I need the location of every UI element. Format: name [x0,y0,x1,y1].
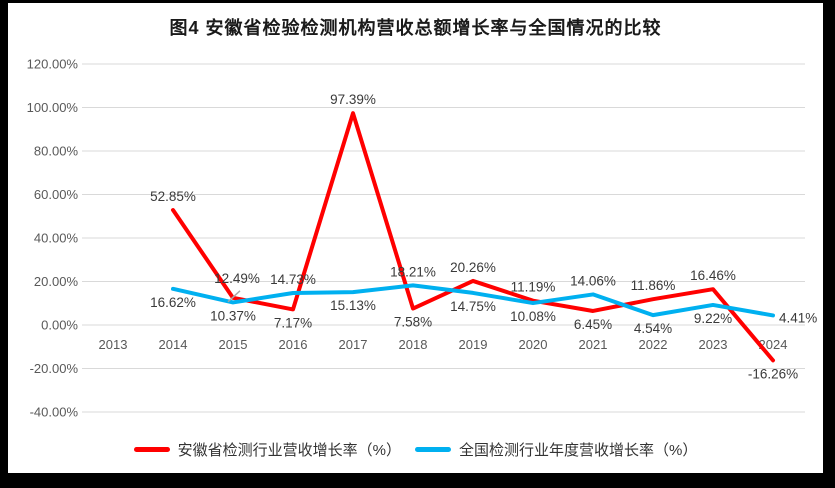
data-label-anhui-2021: 6.45% [574,317,612,332]
x-tick-2023: 2023 [699,337,728,352]
y-tick-100: 100.00% [27,100,79,115]
x-tick-2016: 2016 [279,337,308,352]
data-label-anhui-2019: 20.26% [450,260,496,275]
data-label-national-2014: 16.62% [150,295,196,310]
data-label-anhui-2020: 11.19% [511,280,556,295]
data-label-anhui-2022: 11.86% [631,278,676,293]
data-label-national-2015: 10.37% [210,308,256,323]
data-label-anhui-2014: 52.85% [150,189,196,204]
data-label-national-2017: 15.13% [330,298,376,313]
legend-label-anhui: 安徽省检测行业营收增长率（%） [177,442,401,459]
data-label-anhui-2015: 12.49% [214,271,260,286]
legend-label-national: 全国检测行业年度营收增长率（%） [459,442,698,459]
y-tick-20: 20.00% [34,274,79,289]
x-tick-2019: 2019 [459,337,488,352]
data-label-anhui-2023: 16.46% [690,268,736,283]
x-tick-2018: 2018 [399,337,428,352]
label-leader-line [227,290,241,303]
y-tick--20: -20.00% [30,361,79,376]
plot-area: 120.00% 100.00% 80.00% 60.00% 40.00% 20.00% 0.… [27,57,818,420]
data-label-national-2021: 14.06% [570,273,616,288]
y-tick-80: 80.00% [34,144,79,159]
series-line-anhui [171,111,775,363]
y-tick--40: -40.00% [30,405,79,420]
legend: 安徽省检测行业营收增长率（%） 全国检测行业年度营收增长率（%） [8,439,823,460]
chart-paper: 120.00% 100.00% 80.00% 60.00% 40.00% 20.00% 0.… [8,3,823,473]
national-line-swatch [415,447,451,452]
data-label-anhui-2018: 7.58% [394,315,432,330]
y-tick-40: 40.00% [34,231,79,246]
y-tick-0: 0.00% [41,318,78,333]
legend-item-national: 全国检测行业年度营收增长率（%） [415,439,697,460]
legend-item-anhui: 安徽省检测行业营收增长率（%） [133,439,401,460]
data-label-national-2020: 10.08% [510,309,556,324]
data-label-national-2019: 14.75% [450,299,496,314]
data-label-anhui-2024: -16.26% [748,366,798,381]
data-label-national-2018: 18.21% [390,264,436,279]
data-label-national-2023: 9.22% [694,311,732,326]
series-line-national [171,283,775,318]
x-tick-2022: 2022 [639,337,668,352]
x-tick-2017: 2017 [339,337,368,352]
chart-title: 图4 安徽省检验检测机构营收总额增长率与全国情况的比较 [169,18,662,38]
y-tick-60: 60.00% [34,187,79,202]
anhui-line-swatch [133,447,170,452]
x-tick-2021: 2021 [579,337,608,352]
data-label-national-2024: 4.41% [779,310,817,325]
x-tick-2024: 2024 [759,337,788,352]
y-tick-120: 120.00% [27,57,79,72]
x-tick-2015: 2015 [219,337,248,352]
data-label-anhui-2016: 7.17% [274,315,312,330]
x-tick-2020: 2020 [519,337,548,352]
x-tick-2013: 2013 [99,337,128,352]
data-label-national-2016: 14.73% [270,272,316,287]
data-label-anhui-2017: 97.39% [330,92,376,107]
x-tick-2014: 2014 [159,337,188,352]
data-label-national-2022: 4.54% [634,321,672,336]
